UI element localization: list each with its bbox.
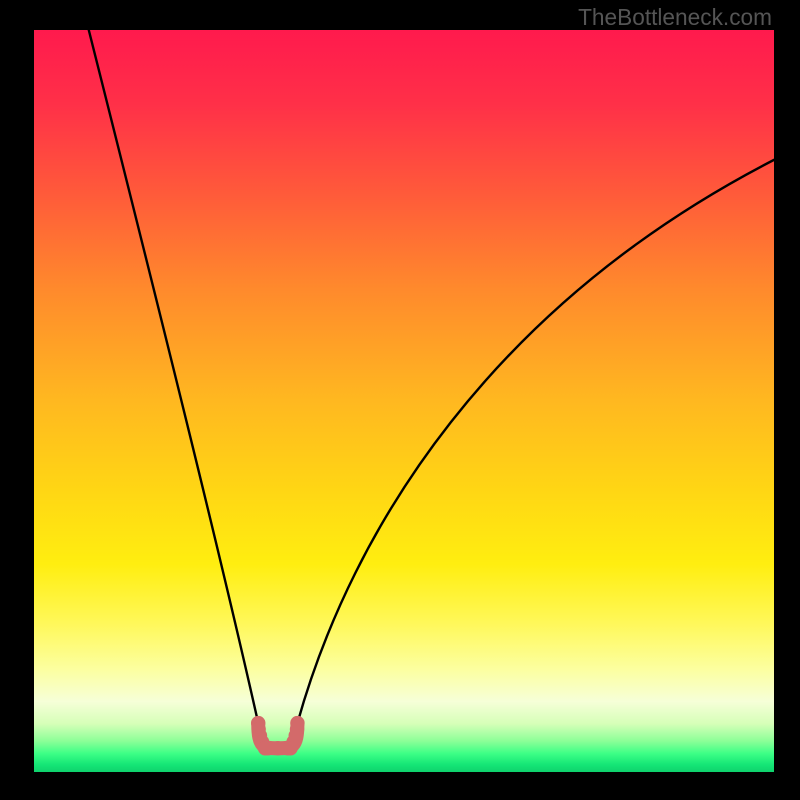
valley-dots bbox=[251, 716, 305, 756]
plot-area bbox=[34, 30, 774, 772]
curve-left-branch bbox=[89, 30, 258, 723]
curve-layer bbox=[34, 30, 774, 772]
curve-right-branch bbox=[297, 160, 774, 723]
watermark-text: TheBottleneck.com bbox=[578, 4, 772, 31]
